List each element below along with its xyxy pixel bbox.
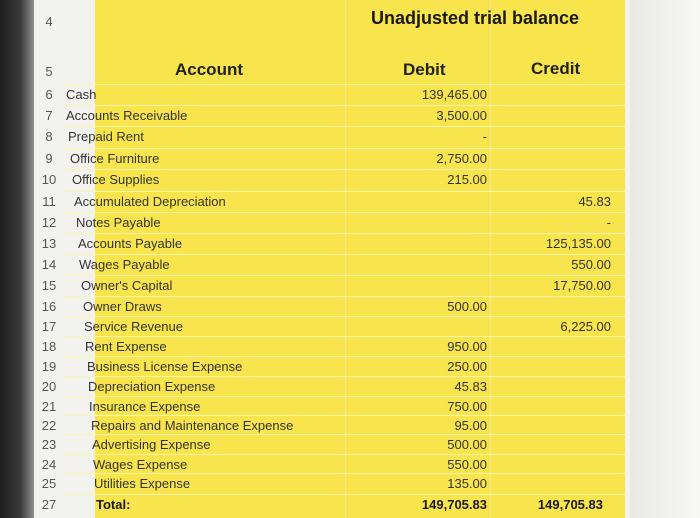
account-cell[interactable]: Depreciation Expense xyxy=(88,379,216,394)
account-cell[interactable]: Accounts Payable xyxy=(78,236,183,251)
credit-cell[interactable]: 45.83 xyxy=(578,194,611,209)
account-cell[interactable]: Notes Payable xyxy=(76,215,161,230)
row-number[interactable]: 7 xyxy=(45,108,53,123)
row-number[interactable]: 18 xyxy=(41,339,57,354)
account-cell[interactable]: Accounts Receivable xyxy=(66,108,188,123)
account-cell[interactable]: Office Supplies xyxy=(72,172,160,187)
debit-cell[interactable]: 215.00 xyxy=(447,172,487,187)
debit-cell[interactable]: 2,750.00 xyxy=(436,151,487,166)
row-number[interactable]: 6 xyxy=(45,87,53,102)
row-gridline xyxy=(62,233,628,234)
account-cell[interactable]: Owner's Capital xyxy=(81,278,173,293)
row-number[interactable]: 13 xyxy=(41,236,57,251)
row-number[interactable]: 20 xyxy=(41,379,57,394)
row-number[interactable]: 24 xyxy=(41,457,57,472)
account-cell[interactable]: Owner Draws xyxy=(83,299,162,314)
credit-cell[interactable]: 125,135.00 xyxy=(545,236,611,251)
row-number[interactable]: 4 xyxy=(45,14,53,29)
account-cell[interactable]: Office Furniture xyxy=(70,151,160,166)
highlighted-range xyxy=(95,0,625,518)
debit-cell[interactable]: 500.00 xyxy=(447,437,487,452)
row-gridline xyxy=(62,336,628,337)
row-number[interactable]: 22 xyxy=(41,418,57,433)
account-cell[interactable]: Service Revenue xyxy=(84,319,183,334)
account-cell[interactable]: Accumulated Depreciation xyxy=(74,194,226,209)
account-cell[interactable]: Cash xyxy=(66,87,97,102)
row-number[interactable]: 5 xyxy=(45,64,53,79)
credit-cell[interactable]: 6,225.00 xyxy=(560,319,611,334)
account-cell[interactable]: Rent Expense xyxy=(85,339,167,354)
row-gridline xyxy=(62,454,628,455)
total-label[interactable]: Total: xyxy=(96,497,131,512)
account-cell[interactable]: Business License Expense xyxy=(87,359,243,374)
account-cell[interactable]: Utilities Expense xyxy=(94,476,191,491)
account-cell[interactable]: Wages Payable xyxy=(79,257,170,272)
row-gridline xyxy=(62,296,628,297)
row-number[interactable]: 9 xyxy=(45,151,53,166)
row-number[interactable]: 16 xyxy=(41,299,57,314)
total-debit[interactable]: 149,705.83 xyxy=(421,497,487,512)
row-number[interactable]: 19 xyxy=(41,359,57,374)
debit-cell[interactable]: 45.83 xyxy=(454,379,487,394)
debit-cell[interactable]: 139,465.00 xyxy=(421,87,487,102)
account-cell[interactable]: Advertising Expense xyxy=(92,437,211,452)
account-column-header[interactable]: Account xyxy=(175,60,243,79)
row-number[interactable]: 21 xyxy=(41,399,57,414)
row-gridline xyxy=(62,316,628,317)
debit-cell[interactable]: 3,500.00 xyxy=(436,108,487,123)
account-cell[interactable]: Repairs and Maintenance Expense xyxy=(91,418,294,433)
column-divider xyxy=(490,0,491,518)
debit-cell[interactable]: 550.00 xyxy=(447,457,487,472)
debit-cell[interactable]: 250.00 xyxy=(447,359,487,374)
row-gridline xyxy=(62,415,628,416)
debit-cell[interactable]: 500.00 xyxy=(447,299,487,314)
row-number[interactable]: 10 xyxy=(41,172,57,187)
row-number[interactable]: 15 xyxy=(41,278,57,293)
row-gridline xyxy=(62,148,628,149)
row-gridline xyxy=(62,126,628,127)
row-gridline xyxy=(62,376,628,377)
row-gridline xyxy=(62,396,628,397)
account-cell[interactable]: Insurance Expense xyxy=(89,399,201,414)
debit-cell[interactable]: 750.00 xyxy=(447,399,487,414)
row-gridline xyxy=(62,494,628,495)
sheet-title[interactable]: Unadjusted trial balance xyxy=(370,8,580,28)
debit-cell[interactable]: - xyxy=(482,129,487,144)
row-gridline xyxy=(62,84,628,85)
debit-cell[interactable]: 950.00 xyxy=(447,339,487,354)
credit-cell[interactable]: 550.00 xyxy=(571,257,611,272)
row-gridline xyxy=(62,169,628,170)
debit-cell[interactable]: 95.00 xyxy=(454,418,487,433)
row-number[interactable]: 12 xyxy=(41,215,57,230)
row-number[interactable]: 14 xyxy=(41,257,57,272)
row-gridline xyxy=(62,356,628,357)
row-gridline xyxy=(62,105,628,106)
row-number[interactable]: 23 xyxy=(41,437,57,452)
debit-column-header[interactable]: Debit xyxy=(403,60,446,79)
account-cell[interactable]: Wages Expense xyxy=(93,457,188,472)
credit-cell[interactable]: - xyxy=(606,215,611,230)
row-gridline xyxy=(62,473,628,474)
debit-cell[interactable]: 135.00 xyxy=(447,476,487,491)
row-number[interactable]: 17 xyxy=(41,319,57,334)
row-number[interactable]: 8 xyxy=(45,129,53,144)
row-gridline xyxy=(62,275,628,276)
credit-column-header[interactable]: Credit xyxy=(531,59,581,78)
row-gridline xyxy=(62,254,628,255)
row-number[interactable]: 11 xyxy=(42,194,56,209)
row-number[interactable]: 25 xyxy=(41,476,57,491)
row-gridline xyxy=(62,434,628,435)
total-row-number[interactable]: 27 xyxy=(41,497,57,512)
credit-cell[interactable]: 17,750.00 xyxy=(553,278,611,293)
total-credit[interactable]: 149,705.83 xyxy=(537,497,603,512)
account-cell[interactable]: Prepaid Rent xyxy=(68,129,144,144)
row-gridline xyxy=(62,191,628,192)
photo-left-edge xyxy=(0,0,34,518)
photo-right-edge xyxy=(630,0,700,518)
row-gridline xyxy=(62,212,628,213)
column-divider xyxy=(345,0,346,518)
